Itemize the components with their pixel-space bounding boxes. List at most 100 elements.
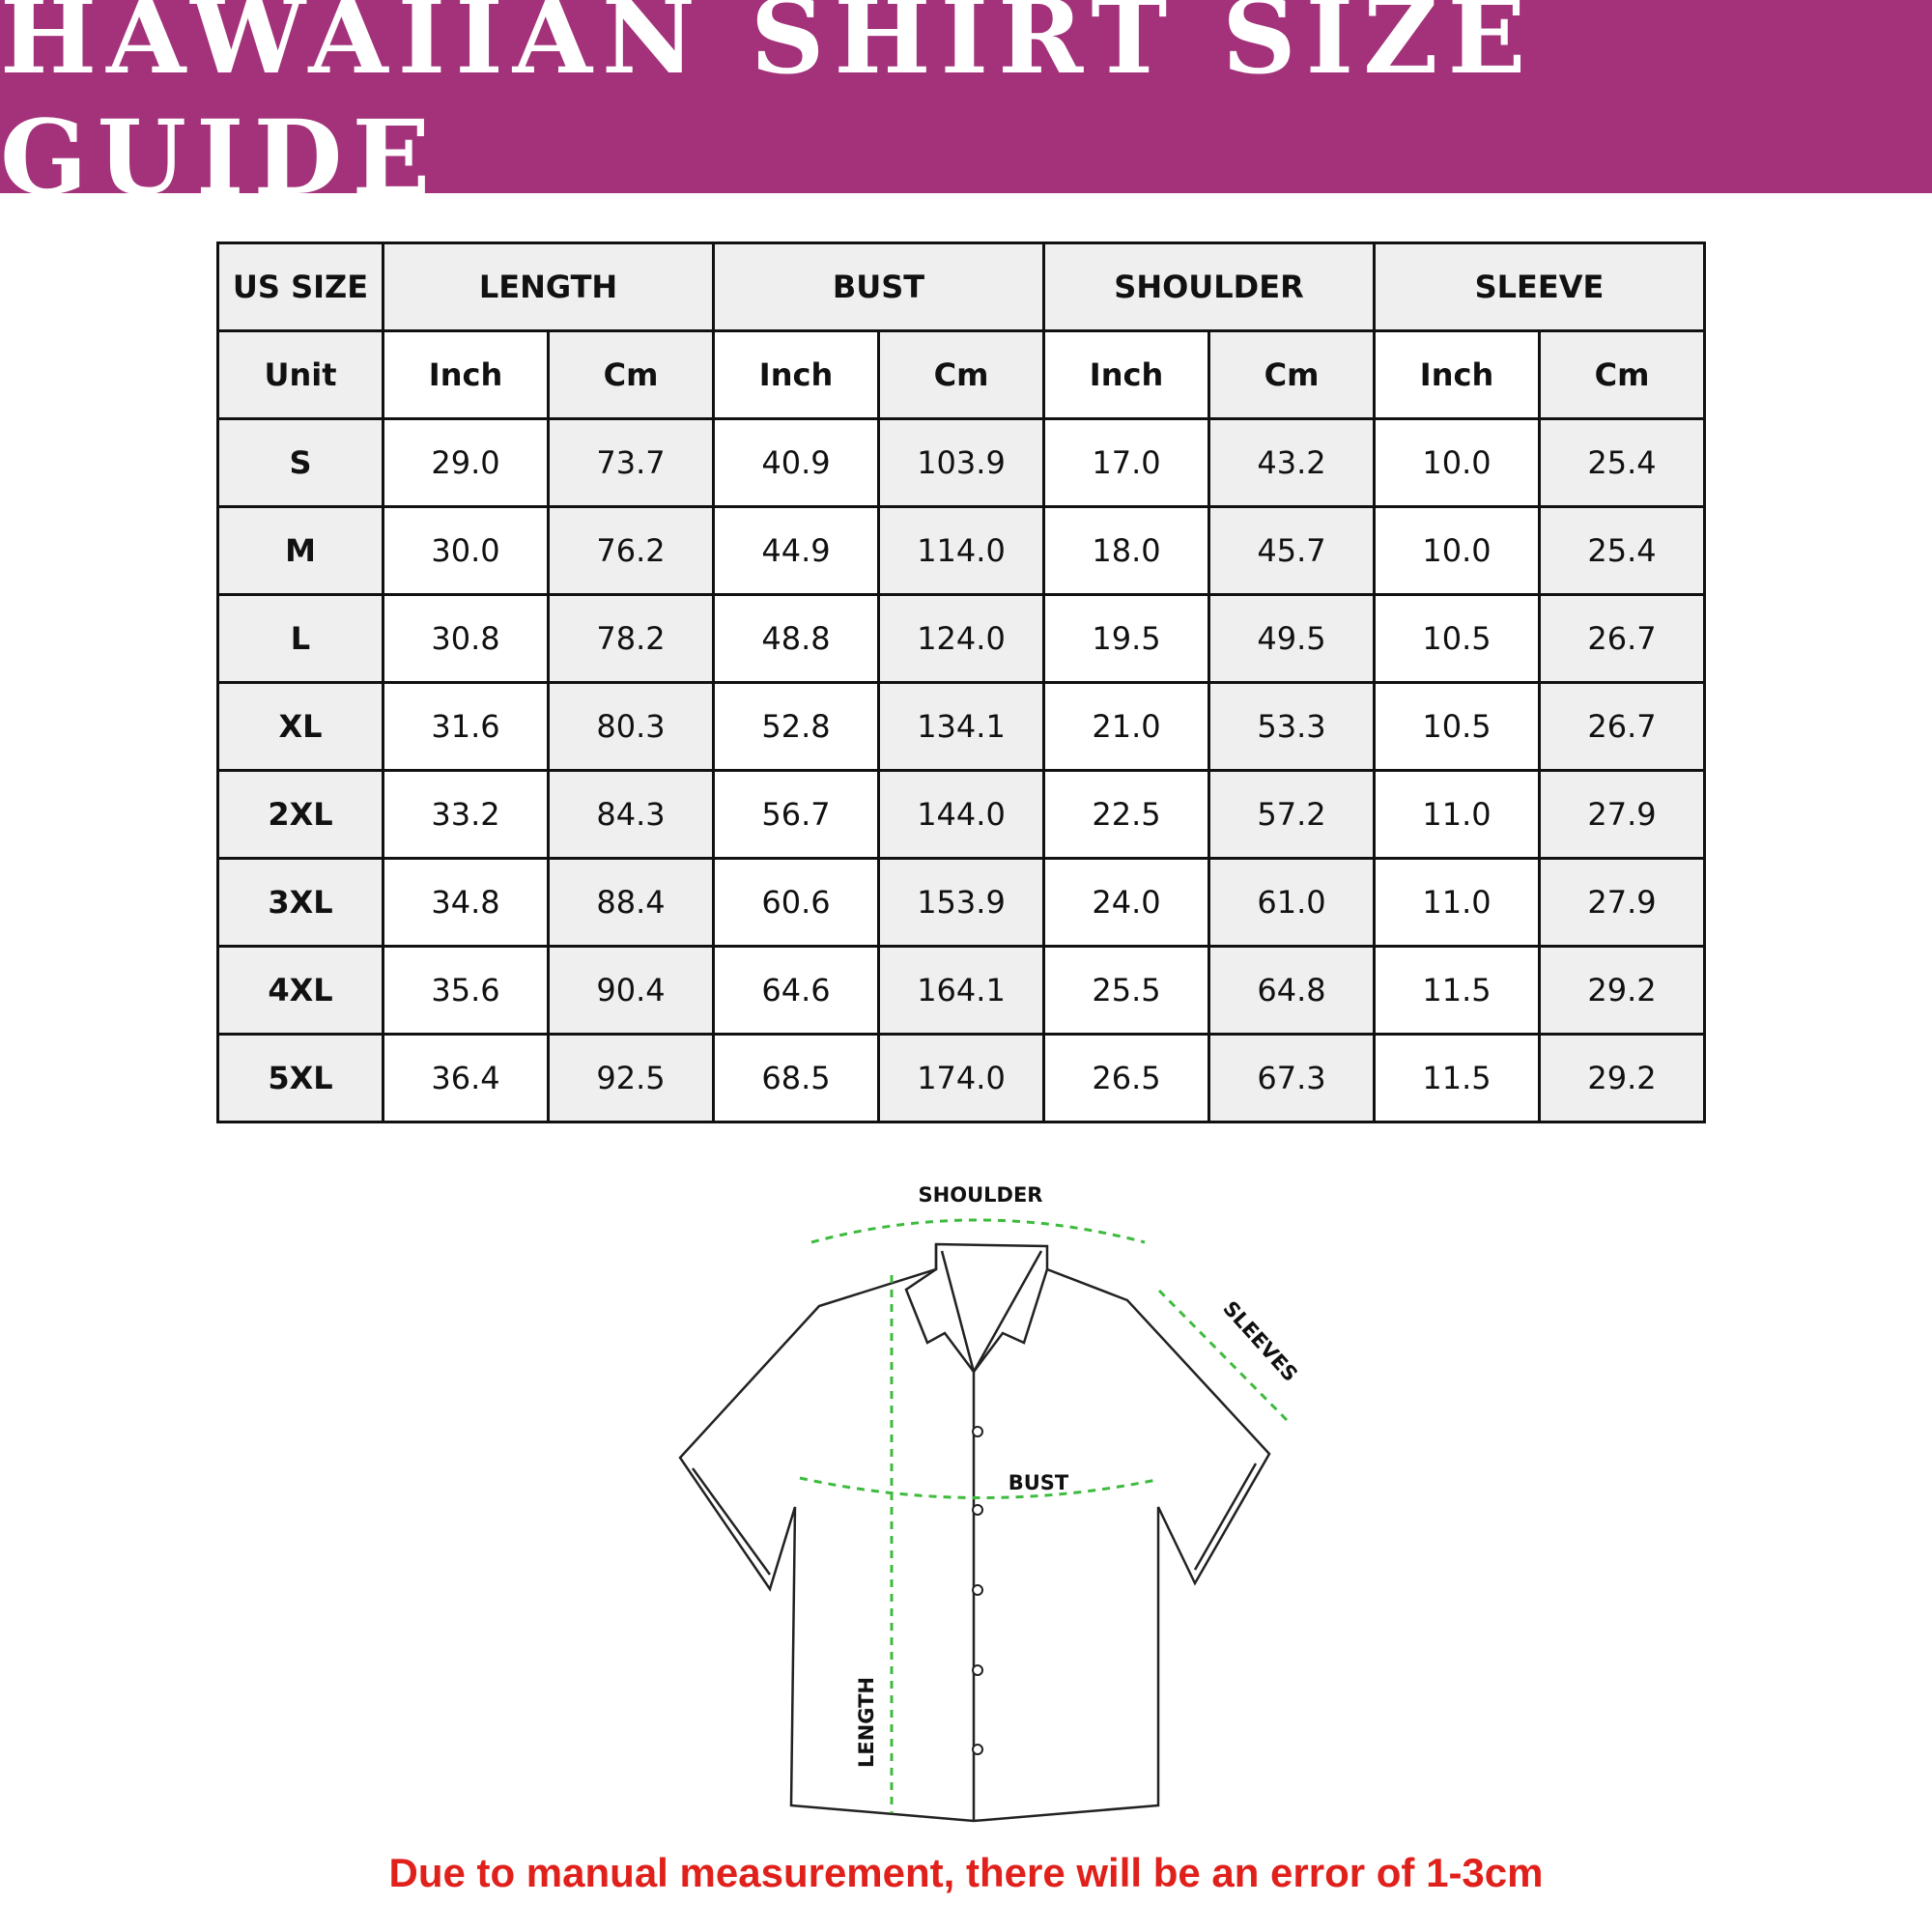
value-cell: 43.2 (1208, 417, 1376, 508)
value-cell: 30.0 (382, 505, 550, 596)
unit-header: Cm (1208, 329, 1376, 420)
value-cell: 11.0 (1373, 857, 1541, 948)
measure-lines (799, 1218, 1291, 1813)
value-cell: 22.5 (1042, 769, 1210, 860)
value-cell: 40.9 (712, 417, 880, 508)
value-cell: 25.4 (1538, 505, 1706, 596)
value-cell: 103.9 (877, 417, 1045, 508)
value-cell: 27.9 (1538, 857, 1706, 948)
bust-label: BUST (1009, 1471, 1069, 1494)
size-cell: 2XL (216, 769, 384, 860)
group-header: SLEEVE (1373, 242, 1706, 332)
value-cell: 24.0 (1042, 857, 1210, 948)
table-row: L 30.8 78.2 48.8 124.0 19.5 49.5 10.5 26.7 (216, 593, 1706, 684)
measurement-note: Due to manual measurement, there will be… (388, 1850, 1544, 1895)
value-cell: 124.0 (877, 593, 1045, 684)
unit-header: Inch (1373, 329, 1541, 420)
shirt-outline (678, 1242, 1271, 1823)
value-cell: 36.4 (382, 1033, 550, 1123)
value-cell: 11.0 (1373, 769, 1541, 860)
value-cell: 164.1 (877, 945, 1045, 1036)
table-row: XL 31.6 80.3 52.8 134.1 21.0 53.3 10.5 26.7 (216, 681, 1706, 772)
value-cell: 92.5 (547, 1033, 715, 1123)
value-cell: 11.5 (1373, 945, 1541, 1036)
value-cell: 114.0 (877, 505, 1045, 596)
unit-header: Unit (216, 329, 384, 420)
value-cell: 35.6 (382, 945, 550, 1036)
value-cell: 80.3 (547, 681, 715, 772)
value-cell: 134.1 (877, 681, 1045, 772)
table-row: S 29.0 73.7 40.9 103.9 17.0 43.2 10.0 25.4 (216, 417, 1706, 508)
value-cell: 67.3 (1208, 1033, 1376, 1123)
shoulder-label: SHOULDER (919, 1183, 1043, 1207)
value-cell: 25.5 (1042, 945, 1210, 1036)
value-cell: 18.0 (1042, 505, 1210, 596)
value-cell: 144.0 (877, 769, 1045, 860)
table-row: 5XL 36.4 92.5 68.5 174.0 26.5 67.3 11.5 29.2 (216, 1033, 1706, 1123)
size-cell: 5XL (216, 1033, 384, 1123)
size-table: US SIZE LENGTH BUST SHOULDER SLEEVE Unit Inch C… (216, 242, 1706, 1123)
unit-header: Cm (1538, 329, 1706, 420)
group-header: BUST (712, 242, 1045, 332)
sleeves-label: SLEEVES (1218, 1296, 1302, 1386)
buttons (972, 1426, 983, 1755)
unit-header: Inch (712, 329, 880, 420)
unit-header: Inch (1042, 329, 1210, 420)
value-cell: 10.0 (1373, 417, 1541, 508)
value-cell: 45.7 (1208, 505, 1376, 596)
value-cell: 25.4 (1538, 417, 1706, 508)
value-cell: 11.5 (1373, 1033, 1541, 1123)
value-cell: 60.6 (712, 857, 880, 948)
value-cell: 174.0 (877, 1033, 1045, 1123)
value-cell: 90.4 (547, 945, 715, 1036)
value-cell: 29.2 (1538, 945, 1706, 1036)
size-cell: S (216, 417, 384, 508)
unit-header-row: Unit Inch Cm Inch Cm Inch Cm Inch Cm (216, 329, 1706, 420)
value-cell: 34.8 (382, 857, 550, 948)
group-header: US SIZE (216, 242, 384, 332)
group-header: LENGTH (382, 242, 715, 332)
value-cell: 76.2 (547, 505, 715, 596)
title-banner: HAWAIIAN SHIRT SIZE GUIDE (0, 0, 1932, 217)
value-cell: 17.0 (1042, 417, 1210, 508)
unit-header: Cm (877, 329, 1045, 420)
value-cell: 78.2 (547, 593, 715, 684)
value-cell: 52.8 (712, 681, 880, 772)
value-cell: 49.5 (1208, 593, 1376, 684)
value-cell: 30.8 (382, 593, 550, 684)
value-cell: 153.9 (877, 857, 1045, 948)
value-cell: 73.7 (547, 417, 715, 508)
value-cell: 27.9 (1538, 769, 1706, 860)
value-cell: 64.6 (712, 945, 880, 1036)
value-cell: 33.2 (382, 769, 550, 860)
value-cell: 10.0 (1373, 505, 1541, 596)
value-cell: 56.7 (712, 769, 880, 860)
group-header: SHOULDER (1042, 242, 1376, 332)
length-label: LENGTH (855, 1677, 878, 1768)
value-cell: 61.0 (1208, 857, 1376, 948)
size-cell: XL (216, 681, 384, 772)
size-cell: L (216, 593, 384, 684)
value-cell: 88.4 (547, 857, 715, 948)
value-cell: 19.5 (1042, 593, 1210, 684)
value-cell: 26.5 (1042, 1033, 1210, 1123)
value-cell: 44.9 (712, 505, 880, 596)
value-cell: 29.0 (382, 417, 550, 508)
value-cell: 10.5 (1373, 593, 1541, 684)
group-header-row: US SIZE LENGTH BUST SHOULDER SLEEVE (216, 242, 1706, 332)
value-cell: 68.5 (712, 1033, 880, 1123)
value-cell: 31.6 (382, 681, 550, 772)
value-cell: 57.2 (1208, 769, 1376, 860)
size-cell: M (216, 505, 384, 596)
value-cell: 48.8 (712, 593, 880, 684)
value-cell: 26.7 (1538, 681, 1706, 772)
table-row: 2XL 33.2 84.3 56.7 144.0 22.5 57.2 11.0 27.9 (216, 769, 1706, 860)
value-cell: 29.2 (1538, 1033, 1706, 1123)
size-cell: 4XL (216, 945, 384, 1036)
table-row: 3XL 34.8 88.4 60.6 153.9 24.0 61.0 11.0 27.9 (216, 857, 1706, 948)
value-cell: 64.8 (1208, 945, 1376, 1036)
table-row: M 30.0 76.2 44.9 114.0 18.0 45.7 10.0 25.4 (216, 505, 1706, 596)
unit-header: Inch (382, 329, 550, 420)
value-cell: 21.0 (1042, 681, 1210, 772)
